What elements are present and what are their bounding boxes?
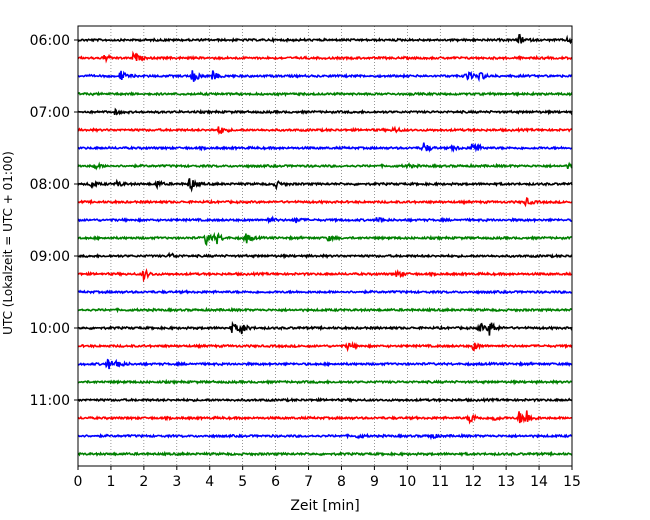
trace-line [77,432,573,441]
x-tick-label: 13 [497,474,515,490]
y-tick-label: 07:00 [30,105,70,121]
x-tick-label: 0 [74,474,83,490]
y-axis-ticks: 06:00 07:00 08:00 09:00 10:00 11:00 [30,33,78,409]
trace-line [77,161,573,171]
trace-line [77,33,573,45]
trace-line [77,125,573,135]
x-tick-label: 14 [530,474,548,490]
trace-line [77,358,573,370]
trace-line [77,142,573,153]
trace-line [77,396,573,404]
x-tick-label: 9 [370,474,379,490]
x-tick-label: 10 [398,474,416,490]
x-tick-label: 7 [304,474,313,490]
x-axis-ticks: 0 1 2 3 4 5 6 7 8 9 10 11 12 13 14 15 [74,466,581,490]
traces [77,33,573,458]
trace-line [77,90,573,98]
y-tick-label: 11:00 [30,393,70,409]
x-tick-label: 6 [271,474,280,490]
y-tick-label: 10:00 [30,321,70,337]
trace-line [77,50,573,64]
trace-line [77,378,573,386]
trace-line [77,450,573,458]
y-tick-label: 06:00 [30,33,70,49]
x-tick-label: 8 [337,474,346,490]
trace-line [77,267,573,283]
x-axis-label: Zeit [min] [290,498,359,514]
y-axis-label: UTC (Lokalzeit = UTC + 01:00) [1,151,15,335]
trace-line [77,306,573,314]
x-tick-label: 3 [172,474,181,490]
x-tick-label: 15 [563,474,581,490]
x-tick-label: 1 [106,474,115,490]
trace-line [77,107,573,116]
x-tick-label: 5 [238,474,247,490]
plot-frame [77,25,573,467]
trace-line [77,410,573,425]
trace-line [77,251,573,260]
trace-line [77,70,573,83]
trace-line [77,215,573,225]
y-tick-label: 08:00 [30,177,70,193]
x-tick-label: 2 [139,474,148,490]
x-tick-label: 4 [205,474,214,490]
trace-line [77,289,573,295]
trace-line [77,197,573,208]
trace-line [77,231,573,247]
x-tick-label: 11 [431,474,449,490]
trace-line [77,320,573,336]
x-tick-label: 12 [464,474,482,490]
trace-line [77,340,573,353]
trace-line [77,178,573,193]
y-tick-label: 09:00 [30,249,70,265]
